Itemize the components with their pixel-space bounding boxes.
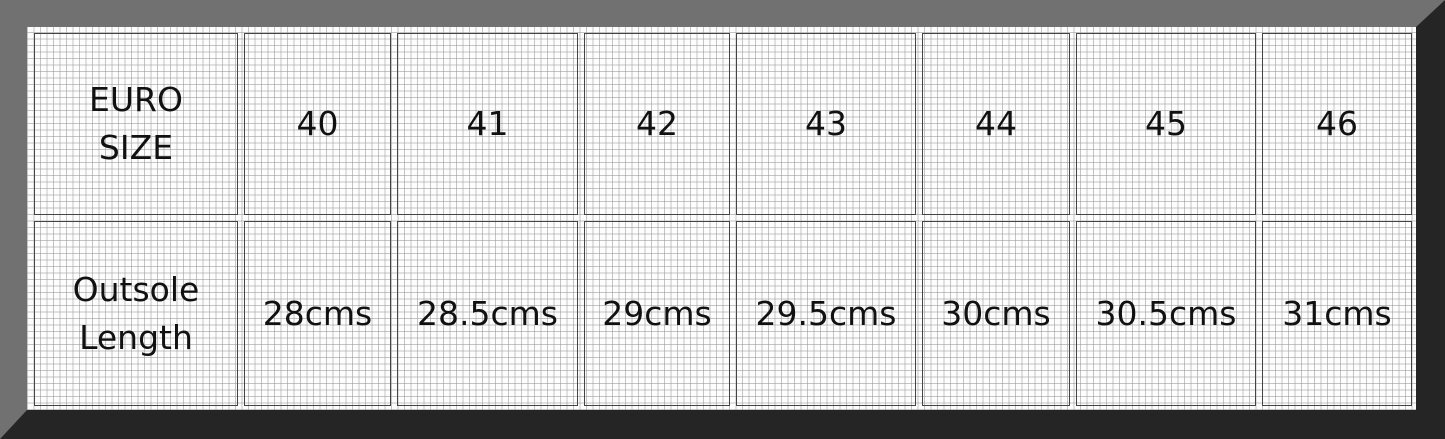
table-cell: 30cms [922,221,1070,406]
table-cell: 29cms [584,221,730,406]
row-header: EURO SIZE [34,33,238,215]
row-header: Outsole Length [34,221,238,406]
table-cell: 46 [1262,33,1412,215]
table-cell: 29.5cms [736,221,916,406]
table-cell: 41 [397,33,578,215]
table-cell: 31cms [1262,221,1412,406]
table-cell: 30.5cms [1076,221,1256,406]
grid-background [27,27,1416,410]
table-cell: 40 [244,33,391,215]
table-cell: 28cms [244,221,391,406]
table-cell: 28.5cms [397,221,578,406]
table-cell: 44 [922,33,1070,215]
table-cell: 45 [1076,33,1256,215]
table-cell: 42 [584,33,730,215]
table-cell: 43 [736,33,916,215]
